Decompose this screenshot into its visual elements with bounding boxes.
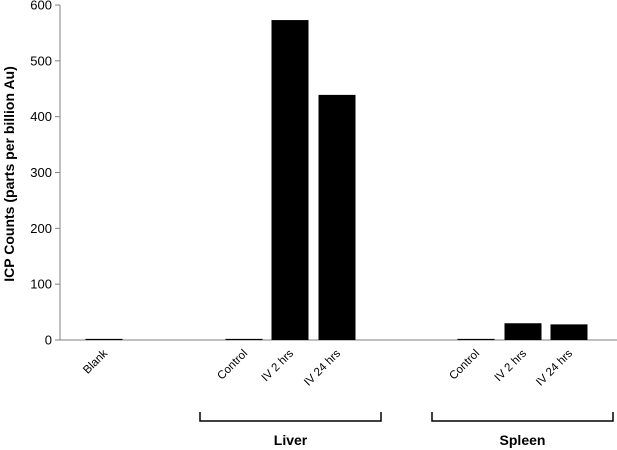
category-labels: Blank Control IV 2 hrs IV 24 hrs Control IV 2… bbox=[81, 347, 575, 388]
y-tick-label: 100 bbox=[30, 277, 52, 292]
group-bracket bbox=[431, 412, 614, 422]
bar bbox=[550, 324, 588, 340]
bar bbox=[271, 20, 309, 340]
group-brackets: Liver Spleen bbox=[199, 412, 614, 448]
group-label: Spleen bbox=[500, 432, 546, 448]
x-tick-label: Control bbox=[215, 348, 250, 383]
bar bbox=[504, 323, 542, 340]
y-tick-label: 400 bbox=[30, 109, 52, 124]
bars bbox=[85, 20, 588, 341]
x-tick-label: Blank bbox=[81, 347, 110, 376]
y-tick-label: 0 bbox=[45, 333, 52, 348]
y-ticks: 0 100 200 300 400 500 600 bbox=[30, 0, 60, 348]
bar bbox=[318, 94, 356, 341]
y-axis-title: ICP Counts (parts per billion Au) bbox=[1, 66, 17, 281]
y-tick-label: 200 bbox=[30, 221, 52, 236]
x-tick-label: Control bbox=[447, 348, 482, 383]
y-tick-label: 300 bbox=[30, 165, 52, 180]
x-tick-label: IV 2 hrs bbox=[260, 347, 297, 384]
bar bbox=[457, 338, 495, 340]
x-tick-label: IV 24 hrs bbox=[302, 347, 343, 388]
bar bbox=[85, 338, 123, 340]
group-bracket bbox=[199, 412, 382, 422]
x-tick-label: IV 24 hrs bbox=[534, 347, 575, 388]
bar bbox=[225, 338, 263, 340]
group-label: Liver bbox=[274, 432, 308, 448]
y-tick-label: 500 bbox=[30, 53, 52, 68]
y-tick-label: 600 bbox=[30, 0, 52, 13]
x-tick-label: IV 2 hrs bbox=[493, 347, 530, 384]
